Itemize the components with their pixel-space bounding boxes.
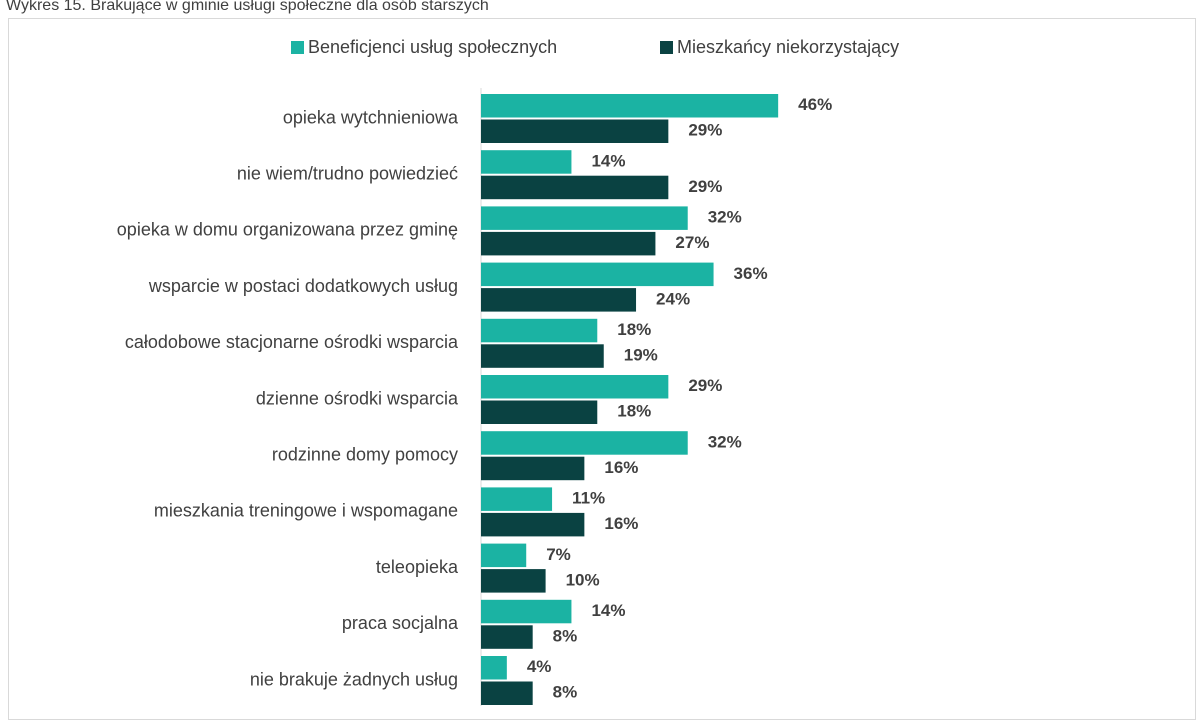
value-label: 29% — [688, 121, 722, 140]
legend-swatch — [660, 41, 673, 54]
value-label: 46% — [798, 95, 832, 114]
bar — [481, 231, 656, 256]
legend-label: Mieszkańcy niekorzystający — [677, 37, 899, 57]
bar — [481, 512, 585, 537]
value-label: 32% — [708, 432, 742, 451]
category-label: nie brakuje żadnych usług — [250, 669, 458, 689]
bar — [481, 375, 669, 399]
value-label: 36% — [734, 264, 768, 283]
bar — [481, 262, 714, 287]
category-label: opieka w domu organizowana przez gminę — [117, 220, 458, 240]
bar — [481, 318, 598, 343]
legend-label: Beneficjenci usług społecznych — [308, 37, 557, 57]
category-label: teleopieka — [376, 557, 459, 577]
bar — [481, 599, 572, 624]
value-label: 19% — [624, 346, 658, 365]
category-label: całodobowe stacjonarne ośrodki wsparcia — [125, 332, 459, 352]
value-label: 8% — [553, 683, 578, 702]
category-label: praca socjalna — [342, 613, 459, 633]
chart-title: Wykres 15. Brakujące w gminie usługi spo… — [6, 0, 489, 14]
bar — [481, 625, 533, 649]
bar — [481, 487, 553, 511]
bar — [481, 175, 669, 200]
bar — [481, 431, 688, 455]
legend-swatch — [291, 41, 304, 54]
value-label: 27% — [675, 233, 709, 252]
value-label: 14% — [591, 151, 625, 170]
category-label: mieszkania treningowe i wspomagane — [154, 501, 458, 521]
bar — [481, 150, 572, 174]
bar — [481, 400, 598, 424]
value-label: 32% — [708, 208, 742, 227]
bar — [481, 569, 546, 593]
value-label: 29% — [688, 177, 722, 196]
value-label: 14% — [591, 601, 625, 620]
category-label: rodzinne domy pomocy — [272, 444, 458, 464]
bar — [481, 456, 585, 481]
value-label: 11% — [572, 489, 605, 508]
value-label: 24% — [656, 289, 690, 308]
category-label: nie wiem/trudno powiedzieć — [237, 163, 458, 183]
bar — [481, 344, 604, 368]
bar — [481, 656, 507, 680]
bar — [481, 119, 669, 143]
bar — [481, 94, 779, 118]
bar — [481, 288, 637, 312]
value-label: 7% — [546, 545, 571, 564]
value-label: 16% — [604, 458, 638, 477]
category-label: wsparcie w postaci dodatkowych usług — [148, 276, 458, 296]
value-label: 18% — [617, 402, 651, 421]
category-label: dzienne ośrodki wsparcia — [256, 388, 459, 408]
bar — [481, 681, 533, 705]
value-label: 16% — [604, 514, 638, 533]
value-label: 8% — [553, 627, 578, 646]
bar — [481, 206, 688, 230]
bar — [481, 543, 527, 568]
value-label: 18% — [617, 320, 651, 339]
value-label: 29% — [688, 376, 722, 395]
value-label: 10% — [566, 570, 600, 589]
category-label: opieka wytchnieniowa — [283, 107, 459, 127]
value-label: 4% — [527, 657, 552, 676]
